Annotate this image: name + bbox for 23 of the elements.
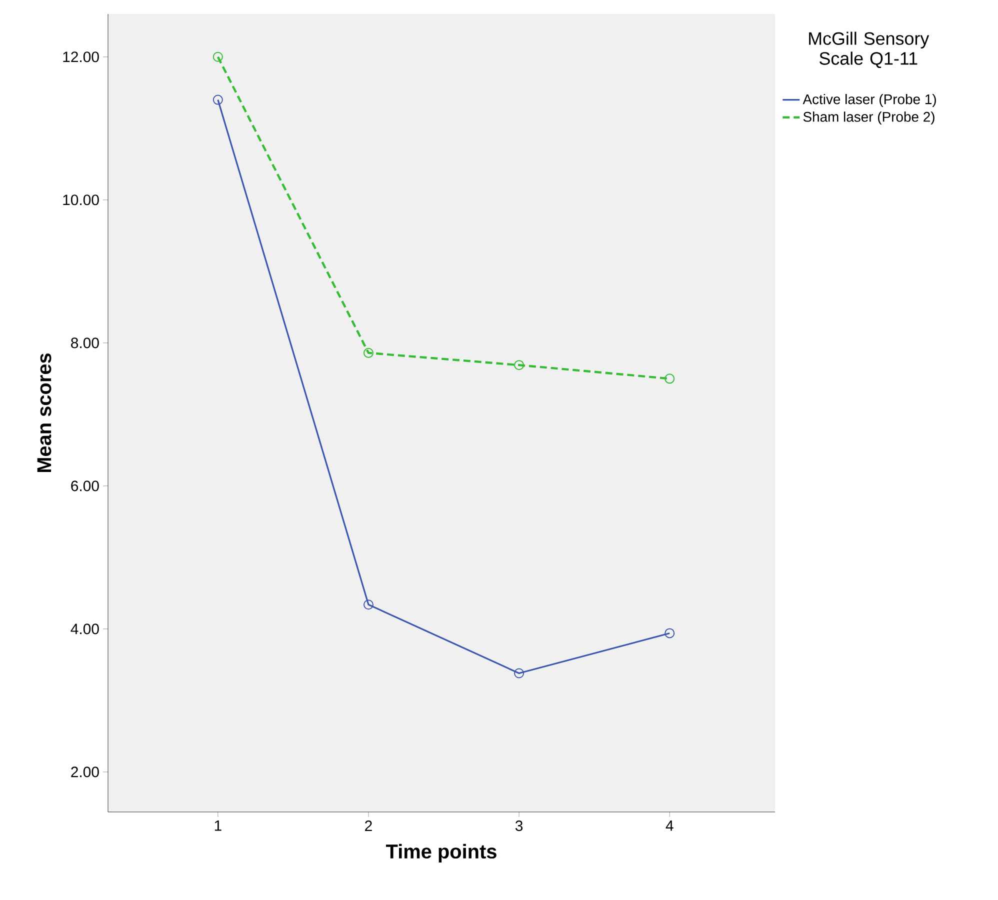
x-axis-title: Time points: [386, 844, 496, 863]
point: [664, 374, 675, 384]
x-tick-label: 2: [365, 820, 372, 831]
y-tick-label: 6.00: [71, 480, 99, 492]
x-tick-label: 4: [666, 820, 674, 831]
legend-title: McGill Sensory Scale Q1-11: [809, 32, 930, 68]
point: [212, 52, 223, 62]
y-axis-title: Mean scores: [37, 353, 52, 472]
point: [514, 360, 524, 370]
point: [664, 628, 675, 638]
x-tick-label: 3: [515, 820, 523, 832]
point: [212, 94, 223, 105]
legend-label: Sham laser (Probe 2): [803, 112, 934, 125]
y-tick-label: 4.00: [70, 624, 99, 634]
y-tick-label: 12.00: [63, 52, 99, 62]
point: [514, 668, 524, 678]
y-tick-label: 10.00: [63, 194, 99, 206]
x-tick-label: 1: [214, 820, 222, 831]
y-tick-label: 2.00: [71, 766, 99, 778]
y-tick-label: 8.00: [71, 338, 99, 348]
legend-label: Active laser (Probe 1): [802, 94, 936, 107]
point: [363, 600, 374, 610]
point: [363, 348, 374, 358]
